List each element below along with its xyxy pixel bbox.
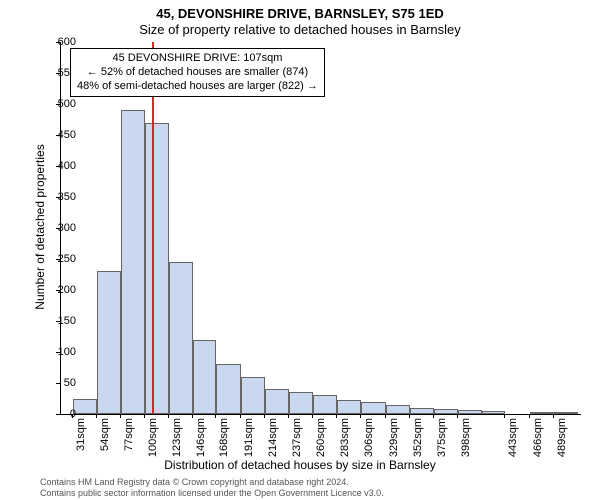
histogram-bar: [530, 412, 554, 414]
x-tick-label: 31sqm: [75, 418, 87, 468]
y-tick-mark: [56, 321, 60, 322]
y-tick-mark: [56, 73, 60, 74]
x-tick-label: 466sqm: [532, 418, 544, 468]
histogram-bar: [361, 402, 385, 414]
y-tick-label: 50: [46, 377, 76, 389]
chart-title-main: 45, DEVONSHIRE DRIVE, BARNSLEY, S75 1ED: [0, 6, 600, 21]
x-tick-mark: [336, 414, 337, 418]
y-tick-label: 150: [46, 315, 76, 327]
y-tick-label: 250: [46, 253, 76, 265]
histogram-bar: [554, 412, 578, 414]
x-tick-mark: [504, 414, 505, 418]
x-tick-label: 489sqm: [556, 418, 568, 468]
y-tick-mark: [56, 104, 60, 105]
x-tick-mark: [72, 414, 73, 418]
x-tick-label: 283sqm: [339, 418, 351, 468]
histogram-bar: [73, 399, 97, 415]
x-tick-mark: [385, 414, 386, 418]
y-tick-label: 200: [46, 284, 76, 296]
y-tick-mark: [56, 228, 60, 229]
x-tick-mark: [288, 414, 289, 418]
y-tick-label: 100: [46, 346, 76, 358]
marker-line: [152, 42, 154, 414]
x-tick-label: 398sqm: [460, 418, 472, 468]
histogram-bar: [482, 411, 505, 414]
x-tick-mark: [553, 414, 554, 418]
y-axis-label: Number of detached properties: [33, 127, 47, 327]
histogram-bar: [337, 400, 361, 414]
y-tick-mark: [56, 352, 60, 353]
x-tick-mark: [96, 414, 97, 418]
histogram-bar: [386, 405, 410, 414]
x-tick-mark: [192, 414, 193, 418]
y-tick-label: 500: [46, 98, 76, 110]
histogram-bar: [265, 389, 289, 414]
plot-area: [60, 42, 581, 415]
x-tick-label: 146sqm: [195, 418, 207, 468]
info-box-line2: ← 52% of detached houses are smaller (87…: [77, 66, 318, 80]
histogram-bar: [289, 392, 313, 414]
x-tick-label: 352sqm: [412, 418, 424, 468]
y-tick-label: 400: [46, 160, 76, 172]
x-tick-label: 123sqm: [171, 418, 183, 468]
histogram-bar: [97, 271, 121, 414]
x-tick-mark: [120, 414, 121, 418]
chart-title-sub: Size of property relative to detached ho…: [0, 22, 600, 37]
info-box: 45 DEVONSHIRE DRIVE: 107sqm← 52% of deta…: [70, 48, 325, 97]
y-tick-label: 600: [46, 36, 76, 48]
info-box-line3: 48% of semi-detached houses are larger (…: [77, 80, 318, 94]
y-tick-mark: [56, 135, 60, 136]
x-tick-mark: [312, 414, 313, 418]
histogram-bar: [313, 395, 337, 414]
x-tick-label: 168sqm: [218, 418, 230, 468]
x-tick-label: 54sqm: [99, 418, 111, 468]
x-tick-label: 77sqm: [123, 418, 135, 468]
x-tick-mark: [144, 414, 145, 418]
y-tick-mark: [56, 290, 60, 291]
x-tick-label: 191sqm: [243, 418, 255, 468]
x-tick-label: 329sqm: [388, 418, 400, 468]
y-tick-mark: [56, 383, 60, 384]
x-tick-label: 237sqm: [291, 418, 303, 468]
x-tick-label: 100sqm: [147, 418, 159, 468]
y-tick-mark: [56, 414, 60, 415]
histogram-bar: [193, 340, 216, 414]
x-tick-mark: [168, 414, 169, 418]
x-tick-mark: [433, 414, 434, 418]
x-tick-mark: [529, 414, 530, 418]
y-tick-label: 300: [46, 222, 76, 234]
x-tick-mark: [409, 414, 410, 418]
x-tick-label: 214sqm: [267, 418, 279, 468]
y-tick-label: 350: [46, 191, 76, 203]
histogram-bar: [145, 123, 169, 414]
y-tick-mark: [56, 259, 60, 260]
histogram-bar: [216, 364, 240, 414]
histogram-bar: [458, 410, 482, 414]
y-tick-label: 450: [46, 129, 76, 141]
histogram-bar: [169, 262, 193, 414]
x-tick-mark: [360, 414, 361, 418]
y-tick-mark: [56, 166, 60, 167]
y-tick-mark: [56, 197, 60, 198]
histogram-bar: [241, 377, 265, 414]
x-tick-label: 443sqm: [507, 418, 519, 468]
x-tick-mark: [215, 414, 216, 418]
y-tick-mark: [56, 42, 60, 43]
x-tick-label: 375sqm: [436, 418, 448, 468]
x-tick-label: 260sqm: [315, 418, 327, 468]
attribution-line1: Contains HM Land Registry data © Crown c…: [40, 477, 384, 487]
histogram-bar: [410, 408, 434, 414]
attribution-line2: Contains public sector information licen…: [40, 488, 384, 498]
histogram-bar: [434, 409, 458, 414]
info-box-line1: 45 DEVONSHIRE DRIVE: 107sqm: [77, 52, 318, 66]
x-tick-mark: [240, 414, 241, 418]
x-tick-mark: [457, 414, 458, 418]
histogram-bar: [121, 110, 145, 414]
x-tick-label: 306sqm: [363, 418, 375, 468]
x-tick-mark: [264, 414, 265, 418]
attribution-text: Contains HM Land Registry data © Crown c…: [40, 477, 384, 498]
